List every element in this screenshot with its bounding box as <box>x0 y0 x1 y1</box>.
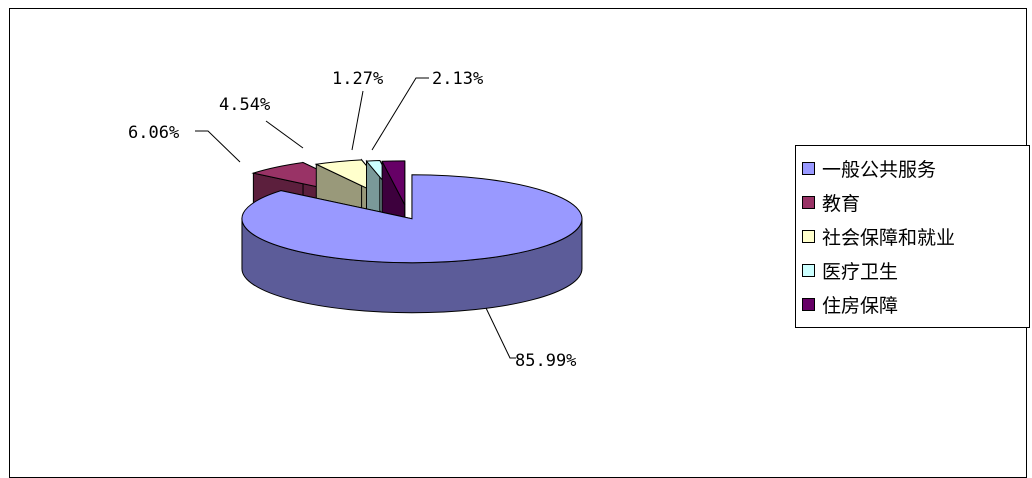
legend-swatch <box>802 195 815 209</box>
data-label: 85.99% <box>515 351 576 371</box>
legend-item: 社会保障和就业 <box>802 219 1029 253</box>
slice-top <box>241 174 583 264</box>
data-label: 1.27% <box>332 69 383 89</box>
legend-item: 教育 <box>802 185 1029 219</box>
leader-line <box>265 120 304 149</box>
data-label: 6.06% <box>128 123 179 143</box>
leader-line <box>485 307 516 359</box>
leader-line <box>371 77 429 151</box>
legend-swatch <box>802 263 815 277</box>
legend-swatch <box>802 297 815 311</box>
legend-swatch <box>802 161 815 175</box>
leader-line <box>351 90 364 151</box>
legend-swatch <box>802 229 815 243</box>
data-label: 4.54% <box>219 95 270 115</box>
legend-label: 一般公共服务 <box>822 158 937 181</box>
slice-top <box>381 160 406 206</box>
legend-item: 医疗卫生 <box>802 253 1029 287</box>
legend: 一般公共服务 教育 社会保障和就业 医疗卫生 住房保障 <box>795 145 1030 328</box>
leader-line <box>195 130 241 163</box>
legend-label: 教育 <box>822 192 861 215</box>
legend-label: 社会保障和就业 <box>822 226 956 249</box>
legend-label: 住房保障 <box>822 294 899 317</box>
pie-chart: 85.99% 6.06% 4.54% 1.27% 2.13% <box>128 69 583 371</box>
legend-label: 医疗卫生 <box>822 260 899 283</box>
pie-slice <box>241 174 583 314</box>
legend-item: 住房保障 <box>802 287 1029 321</box>
legend-item: 一般公共服务 <box>802 151 1029 185</box>
data-label: 2.13% <box>432 69 483 89</box>
